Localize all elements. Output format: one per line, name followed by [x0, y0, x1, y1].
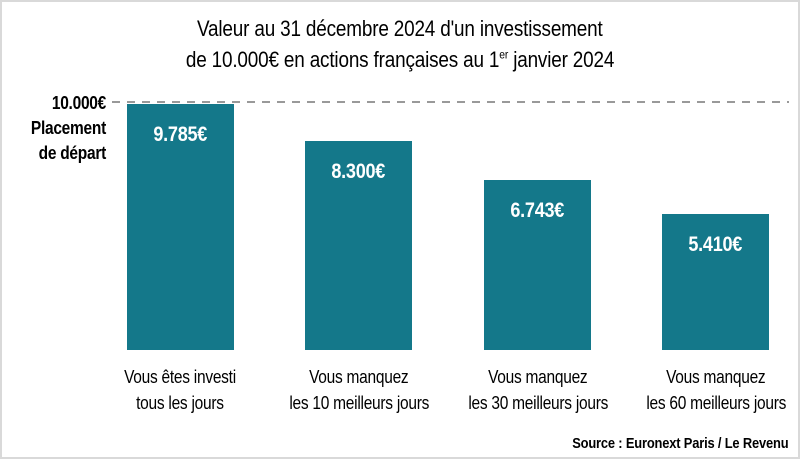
bar-value-text: 8.300€ [331, 160, 386, 183]
chart-title-line2-text: de 10.000€ en actions françaises au 1er … [185, 44, 615, 75]
reference-line-label: 10.000€ Placement de départ [6, 91, 106, 166]
category-label-line2: les 60 meilleurs jours [616, 390, 798, 416]
category-label-line1: Vous manquez [438, 364, 638, 390]
category-label-line2: les 10 meilleurs jours [259, 390, 459, 416]
category-label-miss-30-best-days: Vous manquez les 30 meilleurs jours [438, 364, 638, 416]
category-label-invested-every-day: Vous êtes investi tous les jours [80, 364, 280, 416]
bar-miss-10-best-days: 8.300€ [305, 141, 412, 350]
chart-title-line1-text: Valeur au 31 décembre 2024 d'un investis… [197, 16, 603, 41]
category-label-miss-60-best-days: Vous manquez les 60 meilleurs jours [616, 364, 798, 416]
bar-miss-60-best-days: 5.410€ [662, 214, 769, 350]
reference-dashed-line [112, 101, 789, 103]
category-label-text: les 30 meilleurs jours [468, 393, 608, 413]
category-label-text: Vous manquez [488, 367, 588, 387]
category-label-line1: Vous manquez [259, 364, 459, 390]
category-label-miss-10-best-days: Vous manquez les 10 meilleurs jours [259, 364, 459, 416]
reference-value-label: 10.000€ [51, 93, 106, 113]
chart-title-line2-suffix: janvier 2024 [508, 47, 615, 72]
bar-miss-30-best-days: 6.743€ [484, 180, 591, 350]
bar-value-label: 5.410€ [662, 214, 769, 257]
category-label-text: Vous manquez [666, 367, 766, 387]
bar-value-text: 9.785€ [153, 123, 208, 146]
chart-title-line1: Valeur au 31 décembre 2024 d'un investis… [2, 13, 798, 44]
category-label-line1: Vous manquez [616, 364, 798, 390]
chart-title: Valeur au 31 décembre 2024 d'un investis… [2, 13, 798, 75]
chart-title-line2-superscript: er [499, 47, 509, 62]
bar-value-label: 9.785€ [127, 104, 234, 147]
category-label-text: Vous manquez [309, 367, 409, 387]
category-label-text: les 60 meilleurs jours [646, 393, 786, 413]
bar-value-label: 6.743€ [484, 180, 591, 223]
category-label-line2: les 30 meilleurs jours [438, 390, 638, 416]
source-credit: Source : Euronext Paris / Le Revenu [537, 435, 788, 452]
reference-caption-line1: Placement [30, 118, 106, 138]
chart-title-line2: de 10.000€ en actions françaises au 1er … [2, 44, 798, 75]
category-label-line2: tous les jours [80, 390, 280, 416]
category-label-line1: Vous êtes investi [80, 364, 280, 390]
bar-value-text: 6.743€ [510, 199, 565, 222]
category-label-text: tous les jours [136, 393, 224, 413]
source-credit-text: Source : Euronext Paris / Le Revenu [571, 435, 788, 452]
bar-invested-every-day: 9.785€ [127, 104, 234, 350]
reference-caption-line2: de départ [38, 143, 107, 163]
category-label-text: les 10 meilleurs jours [289, 393, 429, 413]
category-label-text: Vous êtes investi [124, 367, 236, 387]
bar-value-text: 5.410€ [688, 233, 743, 256]
chart-title-line2-prefix: de 10.000€ en actions françaises au 1 [185, 47, 500, 72]
bar-value-label: 8.300€ [305, 141, 412, 184]
